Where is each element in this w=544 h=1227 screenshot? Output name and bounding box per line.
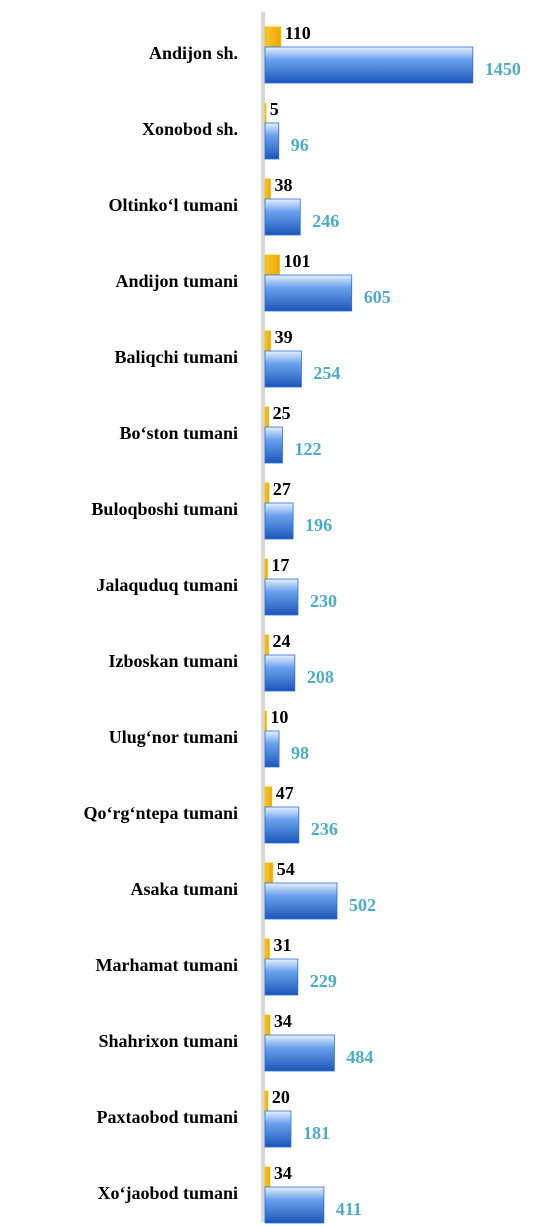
value-label: 208 (307, 667, 334, 687)
category-label: Paxtaobod tumani (96, 1107, 238, 1127)
bar (264, 502, 294, 540)
category-label: Izboskan tumani (108, 651, 238, 671)
category-label: Asaka tumani (130, 879, 238, 899)
value-label: 17 (271, 555, 289, 575)
value-label: 110 (285, 23, 311, 43)
category-label: Ulug‘nor tumani (109, 727, 238, 747)
bar (264, 1110, 292, 1148)
value-label: 484 (346, 1047, 373, 1067)
value-label: 98 (291, 743, 309, 763)
value-label: 122 (294, 439, 321, 459)
category-label: Baliqchi tumani (114, 347, 238, 367)
category-label: Qo‘rg‘ntepa tumani (84, 803, 239, 823)
bar (264, 578, 299, 616)
value-label: 27 (273, 479, 291, 499)
bar (264, 654, 296, 692)
value-label: 10 (270, 707, 288, 727)
bar (264, 274, 353, 312)
category-label: Jalaquduq tumani (96, 575, 238, 595)
value-label: 47 (276, 783, 294, 803)
bar (264, 882, 338, 920)
category-label: Buloqboshi tumani (91, 499, 238, 519)
value-label: 5 (270, 99, 279, 119)
bar (264, 806, 300, 844)
bar (264, 350, 302, 388)
value-label: 254 (313, 363, 340, 383)
category-label: Xo‘jaobod tumani (97, 1183, 238, 1203)
value-label: 181 (303, 1123, 330, 1143)
value-label: 502 (349, 895, 376, 915)
value-label: 25 (273, 403, 291, 423)
category-label: Oltinko‘l tumani (108, 195, 238, 215)
bar (264, 1034, 335, 1072)
bar (264, 958, 299, 996)
category-label: Andijon sh. (149, 43, 238, 63)
bar (264, 426, 283, 464)
value-label: 20 (272, 1087, 290, 1107)
value-label: 411 (336, 1199, 362, 1219)
value-label: 96 (291, 135, 309, 155)
value-label: 24 (272, 631, 290, 651)
bar (264, 730, 280, 768)
value-label: 39 (275, 327, 293, 347)
category-label: Bo‘ston tumani (119, 423, 238, 443)
category-label: Andijon tumani (115, 271, 238, 291)
bar (264, 46, 474, 84)
value-label: 229 (310, 971, 337, 991)
value-label: 236 (311, 819, 338, 839)
category-label: Xonobod sh. (142, 119, 238, 139)
value-label: 31 (273, 935, 291, 955)
bar (264, 198, 301, 236)
value-label: 230 (310, 591, 337, 611)
value-label: 605 (364, 287, 391, 307)
value-label: 34 (274, 1163, 292, 1183)
value-label: 38 (274, 175, 292, 195)
value-label: 196 (305, 515, 332, 535)
bar (264, 122, 280, 160)
value-label: 54 (277, 859, 295, 879)
value-label: 1450 (485, 59, 521, 79)
category-label: Marhamat tumani (96, 955, 239, 975)
value-label: 246 (312, 211, 339, 231)
category-label: Shahrixon tumani (98, 1031, 238, 1051)
value-label: 34 (274, 1011, 292, 1031)
value-label: 101 (283, 251, 310, 271)
bar (264, 1186, 325, 1224)
